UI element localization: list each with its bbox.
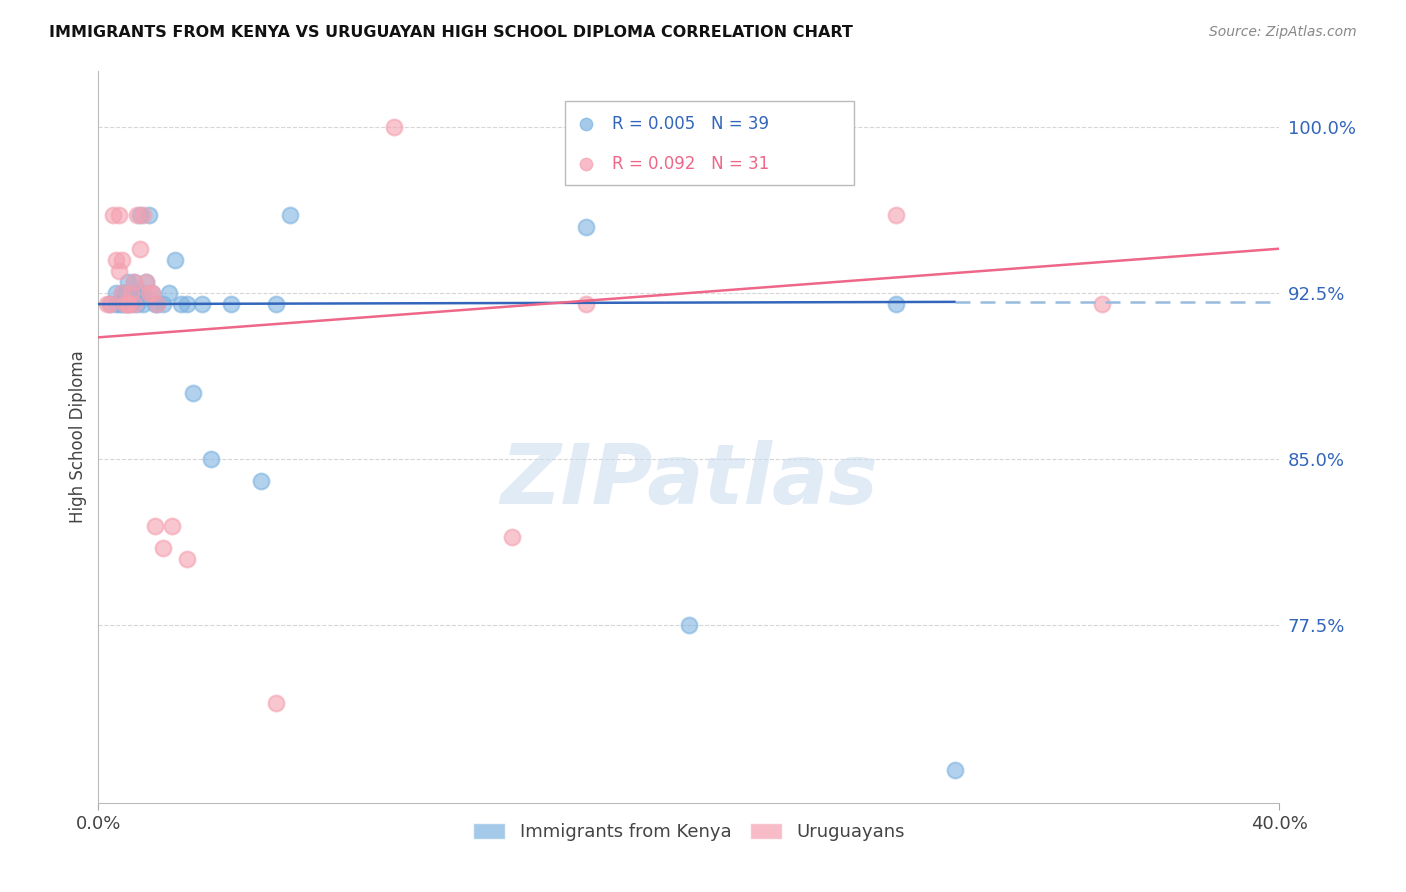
Point — [250, 475, 273, 489]
Point — [117, 297, 139, 311]
Point — [125, 209, 148, 223]
Point — [143, 518, 166, 533]
Point — [103, 209, 125, 223]
Point — [176, 552, 198, 566]
Point — [152, 541, 174, 555]
Point — [98, 297, 121, 311]
Point — [108, 297, 131, 311]
Point — [132, 297, 155, 311]
Point — [117, 297, 139, 311]
Text: IMMIGRANTS FROM KENYA VS URUGUAYAN HIGH SCHOOL DIPLOMA CORRELATION CHART: IMMIGRANTS FROM KENYA VS URUGUAYAN HIGH … — [49, 25, 853, 40]
Point — [138, 209, 160, 223]
Point — [181, 385, 204, 400]
Point — [122, 275, 145, 289]
Point — [1306, 280, 1329, 294]
Point — [122, 285, 145, 300]
Point — [135, 275, 157, 289]
Point — [120, 285, 142, 300]
Point — [678, 618, 700, 632]
Text: R = 0.092   N = 31: R = 0.092 N = 31 — [612, 154, 769, 173]
Point — [152, 297, 174, 311]
Point — [122, 275, 145, 289]
Point — [117, 275, 139, 289]
Text: ZIPatlas: ZIPatlas — [501, 441, 877, 522]
Point — [111, 297, 134, 311]
Point — [264, 696, 287, 710]
Point — [105, 252, 128, 267]
Point — [114, 297, 136, 311]
Point — [111, 285, 134, 300]
Point — [98, 297, 121, 311]
Point — [264, 297, 287, 311]
Point — [120, 297, 142, 311]
Point — [132, 209, 155, 223]
Point — [108, 209, 131, 223]
Point — [105, 285, 128, 300]
Point — [125, 297, 148, 311]
Text: R = 0.005   N = 39: R = 0.005 N = 39 — [612, 115, 769, 133]
Point — [114, 285, 136, 300]
Point — [165, 252, 187, 267]
Point — [382, 120, 405, 134]
Point — [146, 297, 169, 311]
Point — [141, 285, 163, 300]
Point — [128, 209, 150, 223]
Point — [280, 209, 302, 223]
Point — [157, 285, 180, 300]
Point — [114, 297, 136, 311]
Point — [111, 285, 134, 300]
Point — [170, 297, 193, 311]
Point — [501, 530, 523, 544]
Point — [146, 297, 169, 311]
FancyBboxPatch shape — [565, 101, 855, 185]
Point — [105, 297, 128, 311]
Point — [1306, 400, 1329, 414]
Point — [117, 297, 139, 311]
Point — [111, 252, 134, 267]
Point — [176, 297, 198, 311]
Point — [200, 452, 222, 467]
Point — [943, 763, 966, 777]
Point — [108, 264, 131, 278]
Point — [884, 209, 907, 223]
Point — [221, 297, 243, 311]
Point — [191, 297, 214, 311]
Point — [128, 242, 150, 256]
Y-axis label: High School Diploma: High School Diploma — [69, 351, 87, 524]
Point — [122, 297, 145, 311]
Point — [162, 518, 183, 533]
Point — [575, 219, 598, 234]
Point — [1091, 297, 1114, 311]
Point — [96, 297, 118, 311]
Point — [575, 297, 598, 311]
Point — [132, 285, 155, 300]
Text: Source: ZipAtlas.com: Source: ZipAtlas.com — [1209, 25, 1357, 39]
Point — [143, 297, 166, 311]
Point — [125, 285, 148, 300]
Point — [884, 297, 907, 311]
Point — [135, 275, 157, 289]
Legend: Immigrants from Kenya, Uruguayans: Immigrants from Kenya, Uruguayans — [465, 816, 912, 848]
Point — [138, 285, 160, 300]
Point — [141, 285, 163, 300]
